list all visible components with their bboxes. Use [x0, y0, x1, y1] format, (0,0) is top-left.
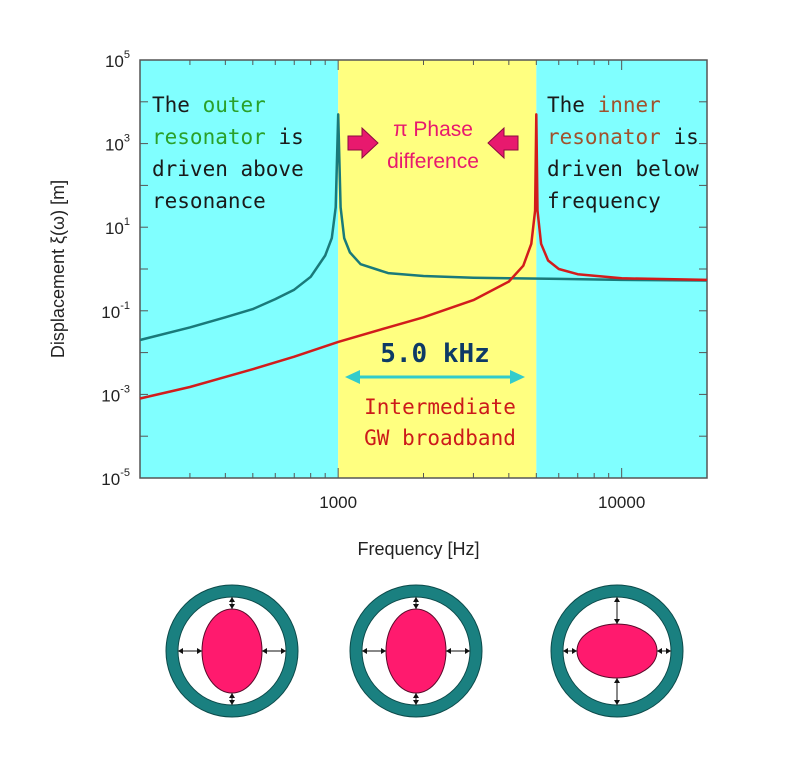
annotation-span: frequency	[547, 189, 661, 213]
band-caption: Intermediate GW broadband	[364, 395, 516, 450]
arrowhead	[178, 648, 183, 654]
annotation-span: The	[152, 93, 203, 117]
arrowhead	[614, 619, 620, 624]
band-caption-line: GW broadband	[364, 426, 516, 450]
y-tick-exponent: -1	[120, 300, 130, 312]
y-axis-label: Displacement ξ(ω) [m]	[48, 180, 68, 358]
bandwidth-label: 5.0 kHz	[380, 339, 490, 369]
y-tick-base: 10	[101, 303, 120, 322]
y-tick-base: 10	[101, 470, 120, 489]
y-tick-exponent: -3	[120, 383, 130, 395]
resonator-diagram-2	[349, 584, 483, 718]
inner-resonator-note-line: driven below	[547, 157, 699, 181]
arrowhead	[657, 648, 662, 654]
resonator-diagram-3	[550, 584, 684, 718]
y-tick-base: 10	[105, 52, 124, 71]
annotation-span: resonator	[547, 125, 661, 149]
annotation-span: driven above	[152, 157, 304, 181]
annotation-span: is	[661, 125, 699, 149]
arrowhead	[229, 604, 235, 609]
annotation-span: driven below	[547, 157, 699, 181]
phase-difference-note: π Phase difference	[387, 118, 479, 173]
arrowhead	[281, 648, 286, 654]
y-tick-base: 10	[101, 386, 120, 405]
x-axis-label: Frequency [Hz]	[357, 539, 479, 559]
y-tick-exponent: 1	[124, 216, 130, 228]
arrowhead	[465, 648, 470, 654]
y-tick-base: 10	[105, 219, 124, 238]
inner-resonator-note-line: resonator is	[547, 125, 699, 149]
arrowhead	[381, 648, 386, 654]
arrowhead	[614, 678, 620, 683]
y-tick-exponent: 3	[124, 133, 130, 145]
y-tick-exponent: 5	[124, 49, 130, 61]
band-1	[140, 60, 339, 478]
arrowhead	[614, 700, 620, 705]
outer-resonator-note-line: resonance	[152, 189, 266, 213]
y-tick-exponent: -5	[120, 467, 130, 479]
outer-resonator-note: The outer resonator is driven above resonan…	[152, 93, 304, 213]
axis-ticks: 1000 1000010-510-310-1101103105Frequency …	[48, 49, 708, 559]
y-tick-label: 10-5	[101, 467, 130, 489]
inner-mass	[385, 608, 447, 694]
annotation-span: The	[547, 93, 598, 117]
inner-resonator-note-line: frequency	[547, 189, 661, 213]
y-tick-label: 105	[105, 49, 130, 71]
right-pointing-arrow	[347, 126, 379, 160]
arrowhead	[229, 597, 235, 602]
arrowhead	[362, 648, 367, 654]
data-series	[139, 113, 708, 400]
y-tick-label: 101	[105, 216, 130, 238]
bandwidth-arrowhead-right	[510, 370, 525, 384]
annotation-span: is	[266, 125, 304, 149]
arrowhead	[229, 700, 235, 705]
series-line-2	[139, 113, 708, 400]
annotation-span: resonator	[152, 125, 266, 149]
arrowhead	[262, 648, 267, 654]
arrowhead	[563, 648, 568, 654]
x-tick-label: 10000	[598, 493, 645, 512]
outer-resonator-note-line: driven above	[152, 157, 304, 181]
left-pointing-arrow	[487, 126, 519, 160]
band-caption-line: Intermediate	[364, 395, 516, 419]
arrowhead	[197, 648, 202, 654]
arrowhead	[413, 604, 419, 609]
arrowhead	[666, 648, 671, 654]
series-line-1	[139, 113, 708, 342]
band-3	[536, 60, 707, 478]
phase-difference-line: difference	[387, 150, 479, 173]
y-tick-label: 10-1	[101, 300, 130, 322]
inner-mass	[201, 608, 263, 694]
y-tick-base: 10	[105, 136, 124, 155]
bandwidth-arrowhead-left	[345, 370, 360, 384]
x-tick-label: 1000	[319, 493, 357, 512]
arrowhead	[229, 693, 235, 698]
arrowhead	[614, 597, 620, 602]
arrowhead	[413, 700, 419, 705]
y-tick-label: 10-3	[101, 383, 130, 405]
outer-resonator-note-line: resonator is	[152, 125, 304, 149]
arrowhead	[446, 648, 451, 654]
resonator-diagram-1	[165, 584, 299, 718]
annotation-span: outer	[203, 93, 266, 117]
y-tick-label: 103	[105, 133, 130, 155]
inner-mass	[576, 623, 658, 679]
arrowhead	[572, 648, 577, 654]
annotation-span: resonance	[152, 189, 266, 213]
phase-difference-line: π Phase	[393, 118, 473, 141]
inner-resonator-note-line: The inner	[547, 93, 661, 117]
arrowhead	[413, 693, 419, 698]
inner-resonator-note: The inner resonator is driven below frequen…	[547, 93, 699, 213]
arrowhead	[413, 597, 419, 602]
resonator-diagrams	[165, 584, 684, 718]
outer-resonator-note-line: The outer	[152, 93, 266, 117]
annotation-span: inner	[598, 93, 661, 117]
annotations: The outer resonator is driven above resonan…	[152, 93, 699, 450]
